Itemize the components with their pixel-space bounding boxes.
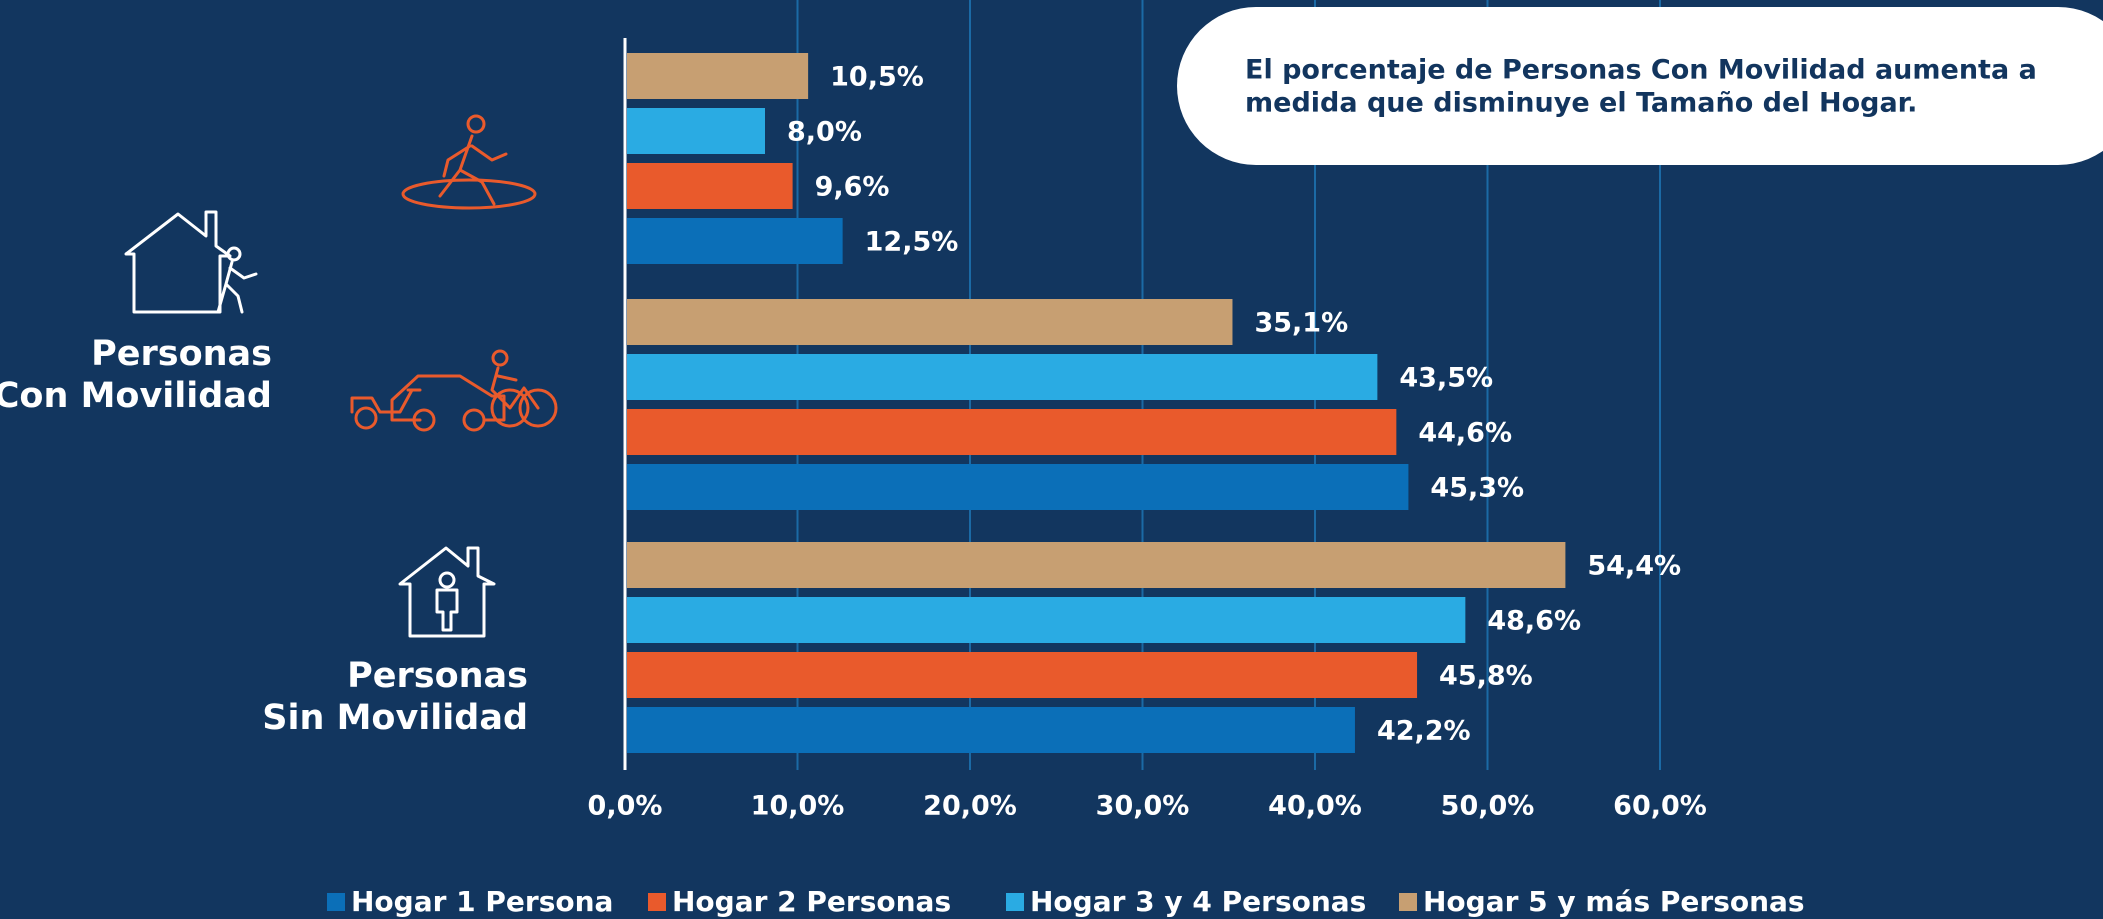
bars: 12,5% 9,6% 8,0% 10,5% 45,3% 44,6% 43,5% 35,1% 42…	[627, 53, 1681, 753]
legend-swatch	[1399, 893, 1417, 911]
group-label: Sin Movilidad	[262, 698, 528, 738]
value-label: 43,5%	[1399, 363, 1493, 394]
house-walker-icon	[124, 210, 258, 314]
x-tick-label: 20,0%	[923, 791, 1017, 822]
legend-swatch	[327, 893, 345, 911]
legend-swatch	[1006, 893, 1024, 911]
bar	[627, 464, 1409, 510]
group-label: Personas	[91, 334, 272, 374]
group-label: Personas	[347, 656, 528, 696]
x-tick-label: 0,0%	[588, 791, 663, 822]
value-label: 48,6%	[1487, 606, 1581, 637]
bar	[627, 218, 843, 264]
bar	[627, 652, 1418, 698]
value-label: 12,5%	[865, 227, 959, 258]
legend-label: Hogar 1 Persona	[351, 885, 613, 918]
value-label: 9,6%	[815, 172, 890, 203]
value-label: 45,3%	[1430, 473, 1524, 504]
legend-label: Hogar 5 y más Personas	[1423, 885, 1805, 918]
group-label: Con Movilidad	[0, 376, 272, 416]
legend-label: Hogar 2 Personas	[672, 885, 951, 918]
x-tick-label: 50,0%	[1441, 791, 1535, 822]
bar	[627, 597, 1466, 643]
bar	[627, 542, 1566, 588]
x-tick-label: 40,0%	[1268, 791, 1362, 822]
value-label: 10,5%	[830, 62, 924, 93]
bar	[627, 707, 1355, 753]
legend-swatch	[648, 893, 666, 911]
bar	[627, 53, 809, 99]
bar	[627, 299, 1233, 345]
value-label: 42,2%	[1377, 716, 1471, 747]
callout-text: El porcentaje de Personas Con Movilidad …	[1245, 55, 2037, 86]
callout	[1177, 7, 2103, 165]
legend-label: Hogar 3 y 4 Personas	[1030, 885, 1366, 918]
vehicles-icon	[350, 349, 558, 432]
walk-icon	[401, 114, 537, 210]
bar	[627, 163, 793, 209]
x-tick-label: 60,0%	[1613, 791, 1707, 822]
value-label: 45,8%	[1439, 661, 1533, 692]
value-label: 54,4%	[1587, 551, 1681, 582]
value-label: 44,6%	[1418, 418, 1512, 449]
legend: Hogar 1 Persona Hogar 2 Personas Hogar 3 y…	[327, 885, 1805, 918]
house-person-icon	[398, 546, 496, 638]
bar	[627, 108, 765, 154]
x-tick-label: 30,0%	[1096, 791, 1190, 822]
x-tick-label: 10,0%	[751, 791, 845, 822]
value-label: 35,1%	[1254, 308, 1348, 339]
bar	[627, 354, 1378, 400]
callout-text: medida que disminuye el Tamaño del Hogar…	[1245, 88, 1917, 119]
value-label: 8,0%	[787, 117, 862, 148]
bar	[627, 409, 1397, 455]
